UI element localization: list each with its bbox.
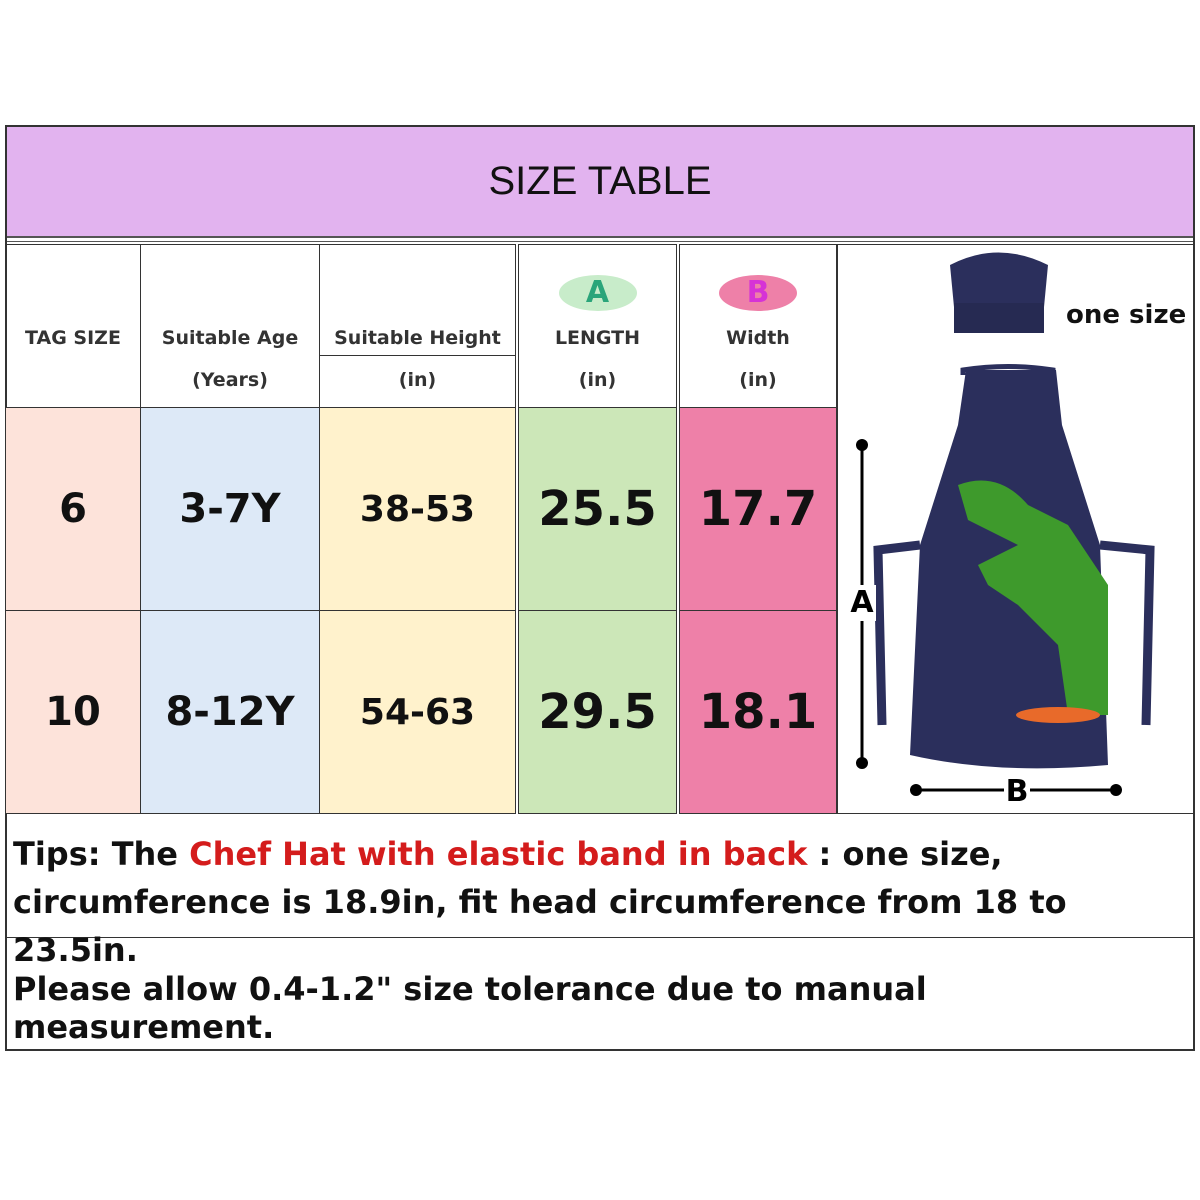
neck-strap [960, 364, 1056, 375]
badge: A [558, 275, 637, 311]
cell: 54-63 [319, 610, 516, 814]
arrow-end [1110, 784, 1122, 796]
hat-band [954, 303, 1044, 333]
note: Please allow 0.4-1.2" size tolerance due… [13, 970, 927, 1046]
cell: 8-12Y [140, 610, 320, 814]
cell: 6 [5, 407, 141, 611]
header-label: TAG SIZE [25, 327, 121, 349]
tips-highlight: Chef Hat with elastic band in back [189, 835, 808, 873]
cell: 10 [5, 610, 141, 814]
header-label: Width [726, 327, 790, 349]
dinosaur [958, 480, 1108, 715]
header-cell: B Width (in) [679, 244, 837, 408]
header-unit: (Years) [192, 369, 268, 391]
width-label: B [1006, 774, 1029, 809]
header-cell: TAG SIZE [5, 244, 141, 408]
cell: 17.7 [679, 407, 837, 611]
skateboard [1016, 707, 1100, 723]
header-unit: (in) [578, 369, 617, 391]
header-unit: (in) [739, 369, 777, 391]
length-label: A [850, 585, 874, 620]
cell: 38-53 [319, 407, 516, 611]
header-label: Suitable Age [161, 327, 299, 349]
tips-prefix: Tips: The [13, 835, 190, 873]
arrow-end [856, 757, 868, 769]
divider [320, 355, 515, 356]
tie-left [873, 540, 921, 726]
cell: 29.5 [518, 610, 677, 814]
illustration-panel: one size A B [837, 244, 1195, 814]
divider [7, 241, 1193, 242]
cell: 3-7Y [140, 407, 320, 611]
header-cell: Suitable Height (in) [319, 244, 516, 408]
cell: 18.1 [679, 610, 837, 814]
label-bg [848, 585, 876, 621]
chef-hat [950, 252, 1048, 315]
label-bg [1004, 775, 1030, 805]
arrow-end [856, 439, 868, 451]
tips: Tips: The Chef Hat with elastic band in … [7, 814, 1193, 969]
cell: 25.5 [518, 407, 677, 611]
tips-suffix: : one size, circumference is 18.9in, fit… [13, 835, 1078, 969]
title: SIZE TABLE [7, 127, 1193, 238]
header-cell: A LENGTH (in) [518, 244, 677, 408]
header-label: Suitable Height [334, 327, 501, 349]
hat-label: one size [1066, 300, 1186, 330]
header-label: LENGTH [554, 327, 641, 349]
badge: B [719, 275, 797, 311]
tie-right [1099, 540, 1155, 726]
apron-illustration: one size A B [848, 252, 1186, 809]
arrow-end [910, 784, 922, 796]
header-cell: Suitable Age (Years) [140, 244, 320, 408]
header-unit: (in) [398, 369, 437, 391]
